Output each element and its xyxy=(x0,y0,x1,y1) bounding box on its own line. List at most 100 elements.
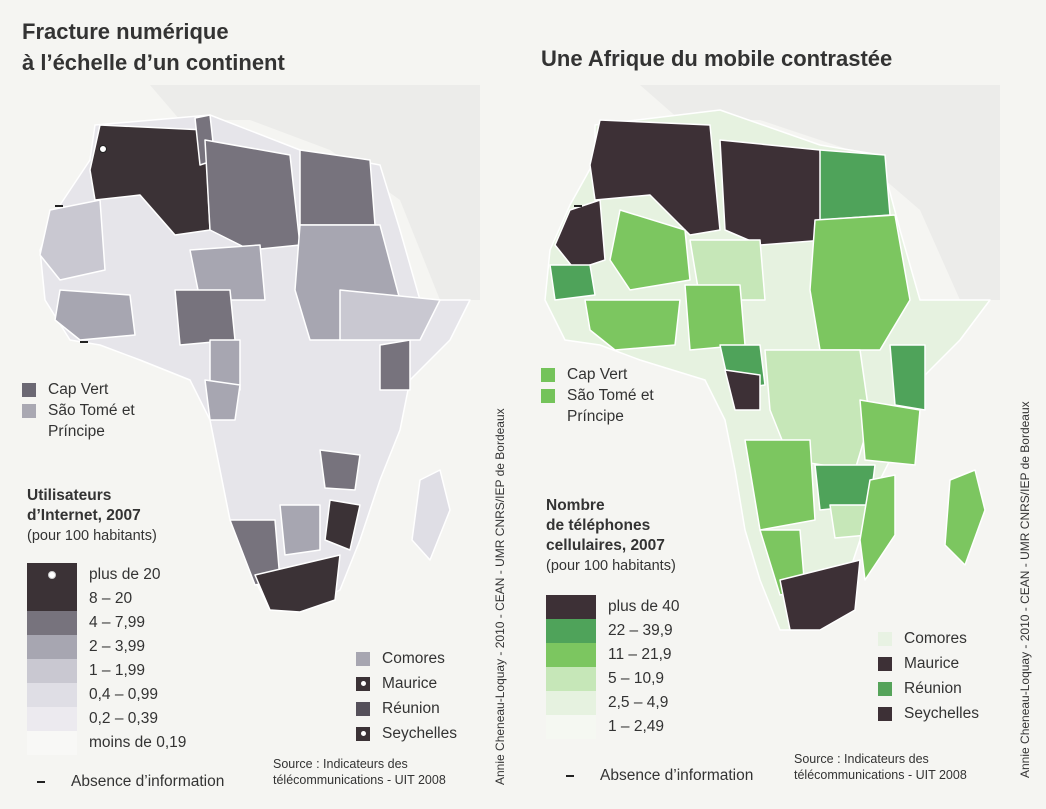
left-legend-title-2: d’Internet, 2007 xyxy=(27,507,141,524)
right-class-swatch-3 xyxy=(546,667,596,691)
right-class-label-3: 5 – 10,9 xyxy=(608,670,665,687)
right-region-senegal xyxy=(549,264,596,301)
left-class-swatch-0 xyxy=(27,563,77,587)
left-region-ethiopia xyxy=(339,289,441,341)
right-small-islands: Comores Maurice Réunion Seychelles xyxy=(878,626,979,726)
right-class-swatch-0 xyxy=(546,595,596,619)
left-class-swatch-4 xyxy=(27,659,77,683)
right-class-swatch-2 xyxy=(546,643,596,667)
left-class-1: 8 – 20 xyxy=(27,587,186,611)
left-small-island-reunion: Réunion xyxy=(356,696,457,721)
left-source-line1: Source : Indicateurs des xyxy=(273,757,408,771)
right-region-madagascar xyxy=(944,469,986,566)
right-region-tanzania xyxy=(859,399,921,466)
right-source: Source : Indicateurs des télécommunicati… xyxy=(794,751,967,783)
right-class-label-0: plus de 40 xyxy=(608,598,680,615)
right-small-island-reunion: Réunion xyxy=(878,676,979,701)
left-class-label-0: plus de 20 xyxy=(89,566,161,583)
seychelles-dot-icon xyxy=(360,731,366,736)
right-legend-title-2: de téléphones xyxy=(546,517,651,534)
right-no-info-label: Absence d’information xyxy=(600,767,754,784)
left-class-0: plus de 20 xyxy=(27,563,186,587)
right-credit: Annie Cheneau-Loquay - 2010 - CEAN - UMR… xyxy=(1018,401,1032,778)
left-small-islands: Comores Maurice Réunion Seychelles xyxy=(356,646,457,746)
left-legend: Utilisateurs d’Internet, 2007 (pour 100 … xyxy=(27,486,157,546)
left-legend-subtitle: (pour 100 habitants) xyxy=(27,528,157,544)
right-region-west-coast xyxy=(584,299,681,351)
right-class-swatch-1 xyxy=(546,619,596,643)
left-class-swatch-3 xyxy=(27,635,77,659)
left-island-principe: Príncipe xyxy=(48,422,105,440)
left-class-swatch-5 xyxy=(27,683,77,707)
right-island-swatch-cap-vert xyxy=(541,367,555,382)
right-small-swatch-seychelles xyxy=(878,706,892,721)
left-legend-classes: plus de 20 8 – 20 4 – 7,99 2 – 3,99 1 – … xyxy=(27,563,186,755)
right-class-3: 5 – 10,9 xyxy=(546,667,680,691)
right-class-swatch-5 xyxy=(546,715,596,739)
left-region-nigeria xyxy=(174,289,236,346)
left-region-zimbabwe xyxy=(319,449,361,491)
right-island-principe: Príncipe xyxy=(567,407,624,425)
left-island-sao-tome: São Tomé et xyxy=(22,400,135,421)
left-map-title: Fracture numérique à l’échelle d’un cont… xyxy=(22,16,285,78)
right-class-label-5: 1 – 2,49 xyxy=(608,718,665,735)
right-island-cap-vert: Cap Vert xyxy=(541,364,654,385)
left-class-6: 0,2 – 0,39 xyxy=(27,707,186,731)
right-region-kenya xyxy=(889,344,926,411)
left-class-7: moins de 0,19 xyxy=(27,731,186,755)
right-region-gabon xyxy=(724,369,761,411)
left-class-swatch-2 xyxy=(27,611,77,635)
left-small-island-maurice: Maurice xyxy=(356,671,457,696)
left-class-label-3: 2 – 3,99 xyxy=(89,638,146,655)
right-class-2: 11 – 21,9 xyxy=(546,643,680,667)
left-small-label-comores: Comores xyxy=(382,649,445,667)
left-class-label-7: moins de 0,19 xyxy=(89,734,187,751)
left-class-5: 0,4 – 0,99 xyxy=(27,683,186,707)
right-island-swatch-sao-tome xyxy=(541,388,555,403)
right-region-morocco-algeria xyxy=(589,119,721,236)
right-island-legend: Cap Vert São Tomé et Príncipe xyxy=(541,364,654,427)
right-region-egypt xyxy=(819,149,891,221)
right-small-island-seychelles: Seychelles xyxy=(878,701,979,726)
left-island-label-cap-vert: Cap Vert xyxy=(48,380,109,398)
right-island-sao-tome: São Tomé et xyxy=(541,385,654,406)
left-region-egypt xyxy=(299,149,376,226)
left-island-swatch-cap-vert xyxy=(22,382,36,397)
left-region-mozambique xyxy=(324,499,361,551)
left-class-swatch-7 xyxy=(27,731,77,755)
left-region-niger xyxy=(189,244,266,301)
left-class-dot-icon xyxy=(48,571,56,579)
left-source: Source : Indicateurs des télécommunicati… xyxy=(273,756,446,788)
left-small-swatch-comores xyxy=(356,651,370,666)
left-title-line1: Fracture numérique xyxy=(22,19,229,44)
left-region-gabon xyxy=(204,379,241,421)
right-legend-title-3: cellulaires, 2007 xyxy=(546,537,665,554)
left-region-west-coast xyxy=(54,289,136,341)
left-title-line2: à l’échelle d’un continent xyxy=(22,50,285,75)
right-class-0: plus de 40 xyxy=(546,595,680,619)
left-region-mauritania xyxy=(39,199,106,281)
left-class-label-1: 8 – 20 xyxy=(89,590,133,607)
left-island-cap-vert: Cap Vert xyxy=(22,379,135,400)
right-class-1: 22 – 39,9 xyxy=(546,619,680,643)
left-legend-title-1: Utilisateurs xyxy=(27,487,112,504)
right-region-mozambique xyxy=(859,474,896,581)
left-region-madagascar xyxy=(411,469,451,561)
left-class-4: 1 – 1,99 xyxy=(27,659,186,683)
left-class-swatch-6 xyxy=(27,707,77,731)
left-class-3: 2 – 3,99 xyxy=(27,635,186,659)
left-small-label-maurice: Maurice xyxy=(382,674,438,692)
right-class-label-1: 22 – 39,9 xyxy=(608,622,673,639)
right-map-title: Une Afrique du mobile contrastée xyxy=(541,46,893,71)
left-credit: Annie Cheneau-Loquay - 2010 - CEAN - UMR… xyxy=(493,408,507,785)
left-region-south-africa xyxy=(254,554,341,613)
right-no-info: Absence d’information xyxy=(566,767,753,785)
right-small-label-comores: Comores xyxy=(904,629,967,647)
right-class-label-4: 2,5 – 4,9 xyxy=(608,694,669,711)
right-small-label-seychelles: Seychelles xyxy=(904,704,979,722)
left-region-libya xyxy=(204,139,301,251)
right-legend-classes: plus de 40 22 – 39,9 11 – 21,9 5 – 10,9 … xyxy=(546,595,680,739)
left-class-label-4: 1 – 1,99 xyxy=(89,662,146,679)
left-class-2: 4 – 7,99 xyxy=(27,611,186,635)
